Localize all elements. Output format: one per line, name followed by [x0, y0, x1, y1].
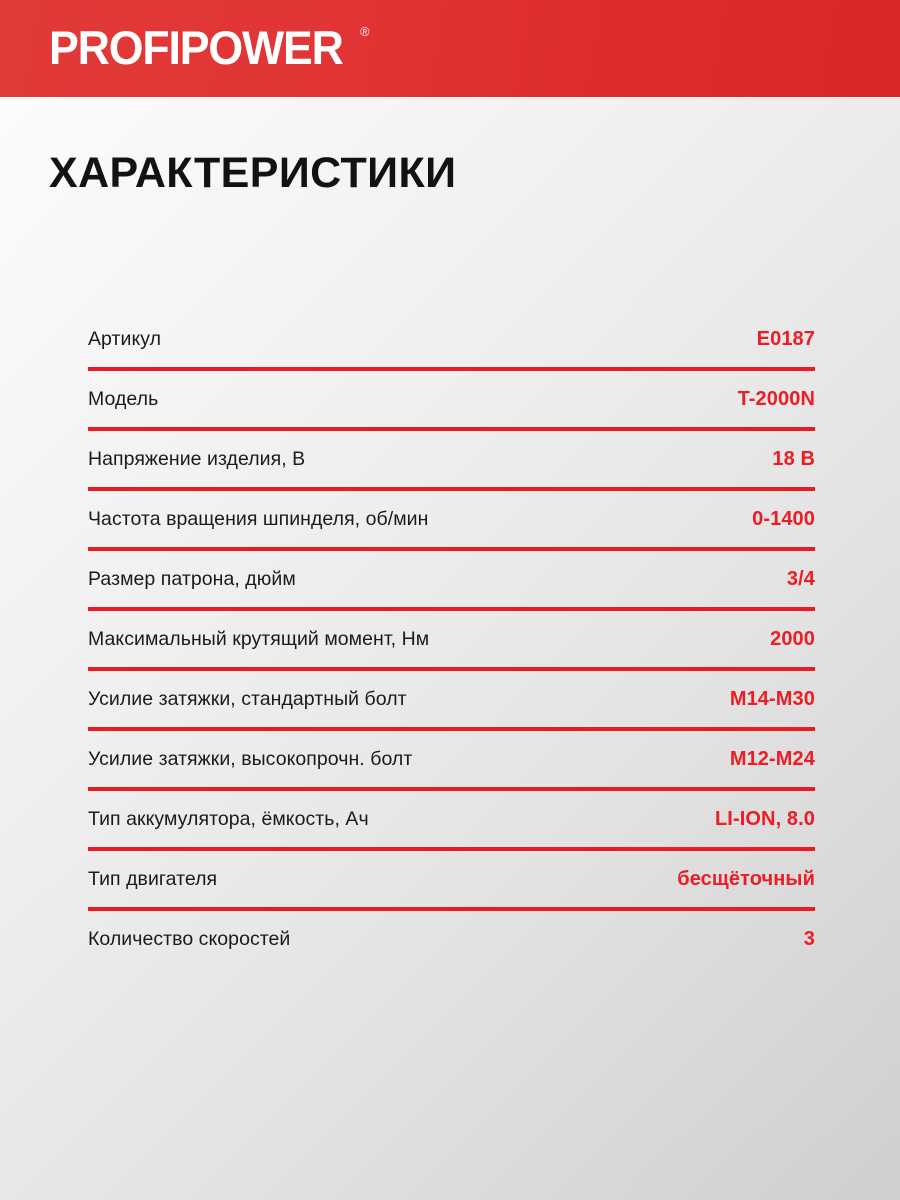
row-divider: [88, 847, 815, 851]
spec-value: M14-M30: [729, 688, 815, 710]
spec-value: T-2000N: [737, 388, 815, 410]
spec-label: Частота вращения шпинделя, об/мин: [88, 508, 429, 530]
spec-value: 3: [803, 928, 815, 950]
table-row: Усилие затяжки, высокопрочн. болт M12-M24: [88, 731, 815, 787]
specifications-table: Артикул E0187 Модель T-2000N Напряжение изде…: [88, 311, 815, 967]
table-row: Тип двигателя бесщёточный: [88, 851, 815, 907]
spec-label: Количество скоростей: [88, 928, 291, 950]
table-row: Количество скоростей 3: [88, 911, 815, 967]
spec-value: 3/4: [786, 568, 815, 590]
table-row: Усилие затяжки, стандартный болт M14-M30: [88, 671, 815, 727]
row-divider: [88, 667, 815, 671]
spec-label: Усилие затяжки, стандартный болт: [88, 688, 407, 710]
spec-label: Артикул: [88, 328, 162, 350]
spec-label: Максимальный крутящий момент, Нм: [88, 628, 430, 650]
table-row: Максимальный крутящий момент, Нм 2000: [88, 611, 815, 667]
table-row: Артикул E0187: [88, 311, 815, 367]
row-divider: [88, 787, 815, 791]
spec-label: Напряжение изделия, В: [88, 448, 306, 470]
registered-trademark-icon: ®: [360, 24, 370, 39]
page-title: ХАРАКТЕРИСТИКИ: [49, 149, 457, 197]
row-divider: [88, 367, 815, 371]
spec-value: LI-ION, 8.0: [714, 808, 815, 830]
row-divider: [88, 487, 815, 491]
row-divider: [88, 907, 815, 911]
spec-label: Размер патрона, дюйм: [88, 568, 296, 590]
spec-value: 18 В: [772, 448, 815, 470]
spec-value: бесщёточный: [677, 868, 815, 890]
table-row: Напряжение изделия, В 18 В: [88, 431, 815, 487]
table-row: Частота вращения шпинделя, об/мин 0-1400: [88, 491, 815, 547]
table-row: Модель T-2000N: [88, 371, 815, 427]
table-row: Тип аккумулятора, ёмкость, Ач LI-ION, 8.0: [88, 791, 815, 847]
spec-label: Тип аккумулятора, ёмкость, Ач: [88, 808, 369, 830]
spec-value: 0-1400: [752, 508, 815, 530]
table-row: Размер патрона, дюйм 3/4: [88, 551, 815, 607]
spec-label: Тип двигателя: [88, 868, 218, 890]
row-divider: [88, 727, 815, 731]
row-divider: [88, 547, 815, 551]
spec-value: M12-M24: [729, 748, 815, 770]
profipower-logo: PROFIPOWER ®: [49, 22, 370, 74]
row-divider: [88, 427, 815, 431]
row-divider: [88, 607, 815, 611]
brand-wordmark: PROFIPOWER: [49, 21, 344, 74]
spec-value: 2000: [770, 628, 815, 650]
spec-value: E0187: [756, 328, 815, 350]
spec-label: Модель: [88, 388, 159, 410]
spec-label: Усилие затяжки, высокопрочн. болт: [88, 748, 413, 770]
brand-header-band: PROFIPOWER ®: [0, 0, 900, 97]
